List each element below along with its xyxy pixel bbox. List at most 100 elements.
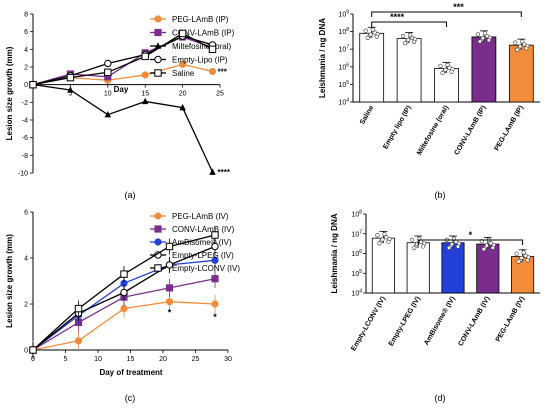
category-label: CONV-LAmB (IP): [454, 105, 488, 157]
legend-marker: [154, 212, 162, 220]
data-point: [410, 237, 415, 242]
bar: [434, 68, 459, 103]
data-point: [482, 31, 488, 36]
data-point: [120, 304, 128, 313]
data-point: [365, 35, 370, 40]
legend-label: Saline: [172, 69, 195, 78]
data-point: [490, 245, 495, 250]
y-axis-label: Leishmania / ng DNA: [330, 213, 339, 293]
x-tick-label: 25: [216, 91, 224, 98]
data-point: [520, 39, 525, 44]
x-tick-label: 15: [141, 91, 149, 98]
data-point: [486, 38, 492, 43]
data-point: [67, 86, 74, 93]
x-tick-label: 10: [104, 91, 112, 98]
data-point: [382, 232, 387, 237]
panel-c: 0 2 4 6 0 5 10 15 20 25 30 Lesion size growth (mm) D…: [5, 210, 240, 404]
panel-a: -10 -8 -6 -4 -2 0 2 4 6 8 5 10 15 20 25 Lesion size gro…: [5, 12, 235, 201]
data-point: [412, 39, 417, 44]
series: [29, 226, 219, 359]
data-point: [211, 231, 219, 239]
y-tick-label: -4: [22, 118, 28, 125]
legend-label: PEG-LAmB (IV): [172, 212, 229, 221]
panel-caption: (c): [125, 393, 136, 403]
bar: [508, 44, 534, 103]
legend-label: CONV-LAmB (IP): [172, 29, 235, 38]
data-point: [208, 45, 217, 54]
y-tick-label: 104: [351, 289, 362, 298]
bar: [359, 32, 385, 103]
bar: [511, 256, 535, 294]
y-tick-label: 108: [338, 27, 349, 36]
legend-label: PEG-LAmB (IP): [172, 15, 229, 24]
legend-marker: [154, 55, 162, 64]
data-point: [401, 33, 406, 39]
significance-label: *: [469, 230, 473, 240]
data-point: [363, 28, 368, 33]
data-point: [74, 304, 83, 313]
x-tick-label: 0: [31, 356, 35, 363]
data-point: [370, 27, 375, 32]
bar: [396, 38, 422, 103]
data-point: [380, 237, 385, 242]
bar: [471, 36, 497, 103]
data-point: [524, 46, 529, 51]
data-point: [514, 251, 519, 256]
category-label: AmBisome® (IV): [422, 295, 456, 347]
data-point: [141, 52, 149, 61]
category-label: Empty lipo (IP): [382, 105, 413, 151]
data-point: [374, 34, 379, 39]
panel-caption: (a): [125, 190, 136, 200]
y-tick-label: 2: [24, 65, 28, 72]
legend-label: CONV-LAmB (IV): [172, 225, 235, 234]
category-label: PEG-LAmB (IP): [493, 105, 525, 153]
data-point: [518, 44, 523, 49]
panel-d: 104 105 106 107 108 Leishmania / ng DNA Empty-…: [330, 210, 540, 403]
data-point: [104, 59, 112, 68]
significance-annotation: ***: [218, 67, 228, 76]
data-point: [165, 284, 174, 292]
x-tick-label: 20: [179, 91, 187, 98]
legend-label: AmBisome® (IV): [172, 238, 232, 247]
y-tick-label: 107: [338, 45, 349, 54]
data-point: [440, 70, 445, 76]
bar: [406, 242, 430, 294]
data-point: [421, 244, 426, 249]
panel-caption: (d): [435, 393, 446, 403]
series-line: [32, 32, 213, 86]
y-tick-label: 109: [338, 10, 349, 19]
legend-marker: [154, 238, 162, 246]
significance-label: ***: [453, 2, 464, 12]
series: [29, 80, 216, 175]
data-point: [66, 73, 75, 82]
data-point: [179, 60, 187, 68]
data-point: [29, 346, 37, 354]
y-tick-label: 6: [24, 210, 28, 217]
category-label: Empty-LCONV (IV): [350, 296, 387, 353]
category-label: Saline: [359, 104, 375, 125]
legend-label: Empty-Lipo (IP): [172, 56, 228, 65]
category-label: CONV-LAmB (IV): [457, 296, 491, 348]
x-axis-label: Day: [114, 85, 129, 94]
y-tick-label: 0: [24, 82, 28, 89]
data-point: [377, 241, 382, 246]
data-point: [477, 39, 483, 44]
y-tick-label: -8: [22, 153, 28, 160]
y-tick-label: -2: [22, 100, 28, 107]
x-tick-label: 10: [94, 356, 102, 363]
y-tick-label: 104: [338, 98, 349, 107]
y-tick-label: 108: [351, 210, 362, 219]
data-point: [446, 245, 452, 250]
y-tick-label: 0: [24, 348, 28, 355]
data-point: [480, 36, 486, 41]
data-point: [179, 103, 186, 111]
x-tick-label: 15: [127, 356, 135, 363]
legend-label: Empty-LPEG (IV): [172, 251, 234, 260]
data-point: [375, 233, 380, 238]
x-tick-label: 20: [159, 356, 167, 363]
data-point: [519, 255, 524, 261]
data-point: [211, 275, 219, 283]
y-tick-label: 105: [338, 80, 349, 89]
data-point: [412, 245, 417, 250]
